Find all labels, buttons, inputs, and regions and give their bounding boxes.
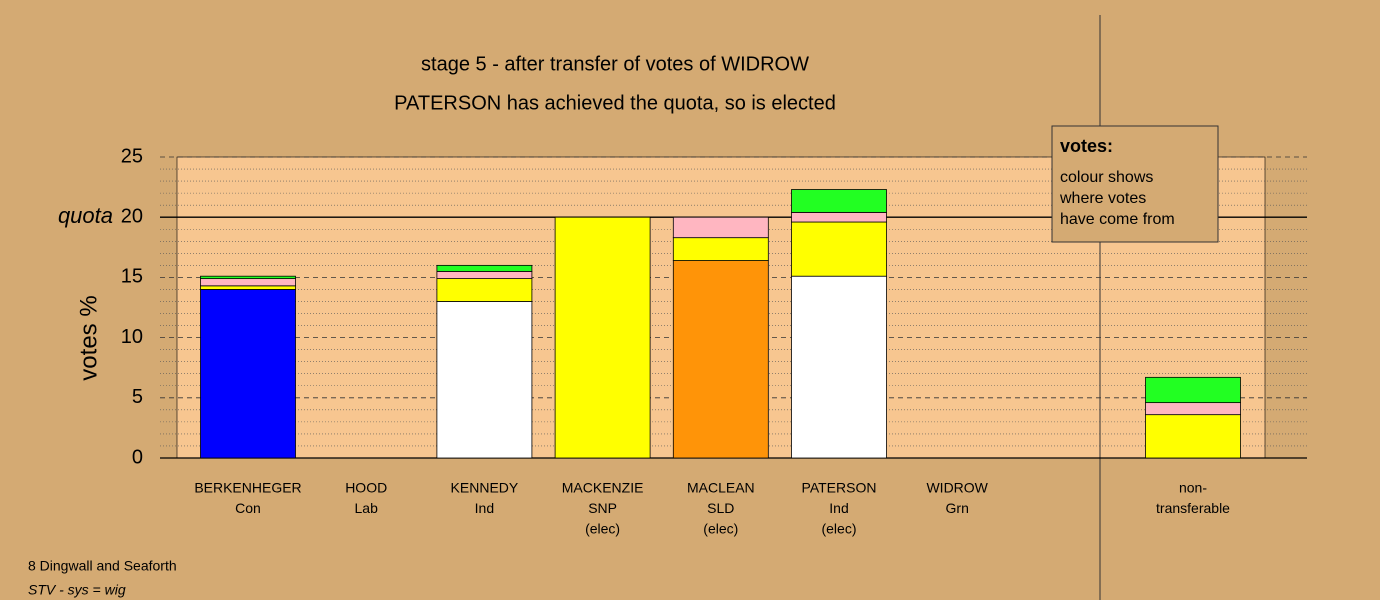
bar-segment [672, 237, 769, 261]
legend-text: have come from [1060, 211, 1175, 228]
legend: votes: colour shows where votes have com… [1051, 125, 1219, 243]
x-tick-label: Ind [475, 500, 494, 516]
x-tick-label: HOOD [345, 480, 387, 496]
bar-segment [791, 275, 887, 459]
x-tick-label: Lab [355, 500, 379, 516]
bar-segment [791, 221, 887, 277]
bar-segment [672, 216, 769, 239]
x-tick-label: (elec) [703, 521, 738, 537]
y-tick-label: 10 [121, 326, 143, 348]
x-tick-label: SLD [707, 500, 734, 516]
x-tick-label: non- [1179, 480, 1207, 496]
bar-segment [436, 301, 533, 459]
quota-label: quota [58, 203, 113, 228]
y-tick-label: 5 [132, 386, 143, 408]
x-tick-label: BERKENHEGER [194, 480, 301, 496]
y-tick-label: 20 [121, 205, 143, 227]
bar-segment [554, 216, 651, 459]
y-tick-label: 15 [121, 266, 143, 288]
bar-segment [200, 285, 296, 290]
x-tick-label: Grn [946, 500, 969, 516]
y-axis-label: votes % [75, 295, 102, 380]
footer: 8 Dingwall and Seaforth [28, 558, 177, 574]
bar-segment [1145, 376, 1241, 404]
x-tick-label: MACLEAN [687, 480, 755, 496]
legend-text: colour shows [1060, 169, 1153, 186]
x-tick-label: KENNEDY [451, 480, 519, 496]
x-tick-label: (elec) [585, 521, 620, 537]
bar-segment [672, 260, 769, 459]
bar-segment [200, 275, 296, 280]
legend-title: votes: [1060, 136, 1113, 156]
bar-segment [791, 189, 887, 213]
x-tick-label: SNP [588, 500, 617, 516]
x-tick-label: Con [235, 500, 261, 516]
bar-segment [200, 289, 296, 459]
chart-subtitle: PATERSON has achieved the quota, so is e… [394, 92, 836, 114]
x-tick-label: MACKENZIE [562, 480, 644, 496]
bar-segment [1145, 402, 1241, 416]
y-tick-label: 0 [132, 446, 143, 468]
x-tick-label: PATERSON [802, 480, 877, 496]
bar-segment [436, 278, 533, 302]
x-tick-label: WIDROW [926, 480, 988, 496]
bar-segment [1145, 414, 1241, 459]
bars: BERKENHEGER Con HOOD Lab KENNEDY Ind MACKENZIE… [194, 189, 1241, 537]
bar-segment [436, 264, 533, 272]
bar-segment [791, 211, 887, 223]
x-tick-label: transferable [1156, 500, 1230, 516]
x-tick-label: Ind [829, 500, 848, 516]
x-tick-label: (elec) [821, 521, 856, 537]
legend-box [1051, 125, 1219, 243]
chart-title: stage 5 - after transfer of votes of WID… [421, 53, 809, 75]
y-tick-label: 25 [121, 145, 143, 167]
footer: STV - sys = wig [28, 582, 126, 598]
bar-segment [436, 270, 533, 280]
bar-segment [200, 278, 296, 287]
legend-text: where votes [1059, 190, 1146, 207]
